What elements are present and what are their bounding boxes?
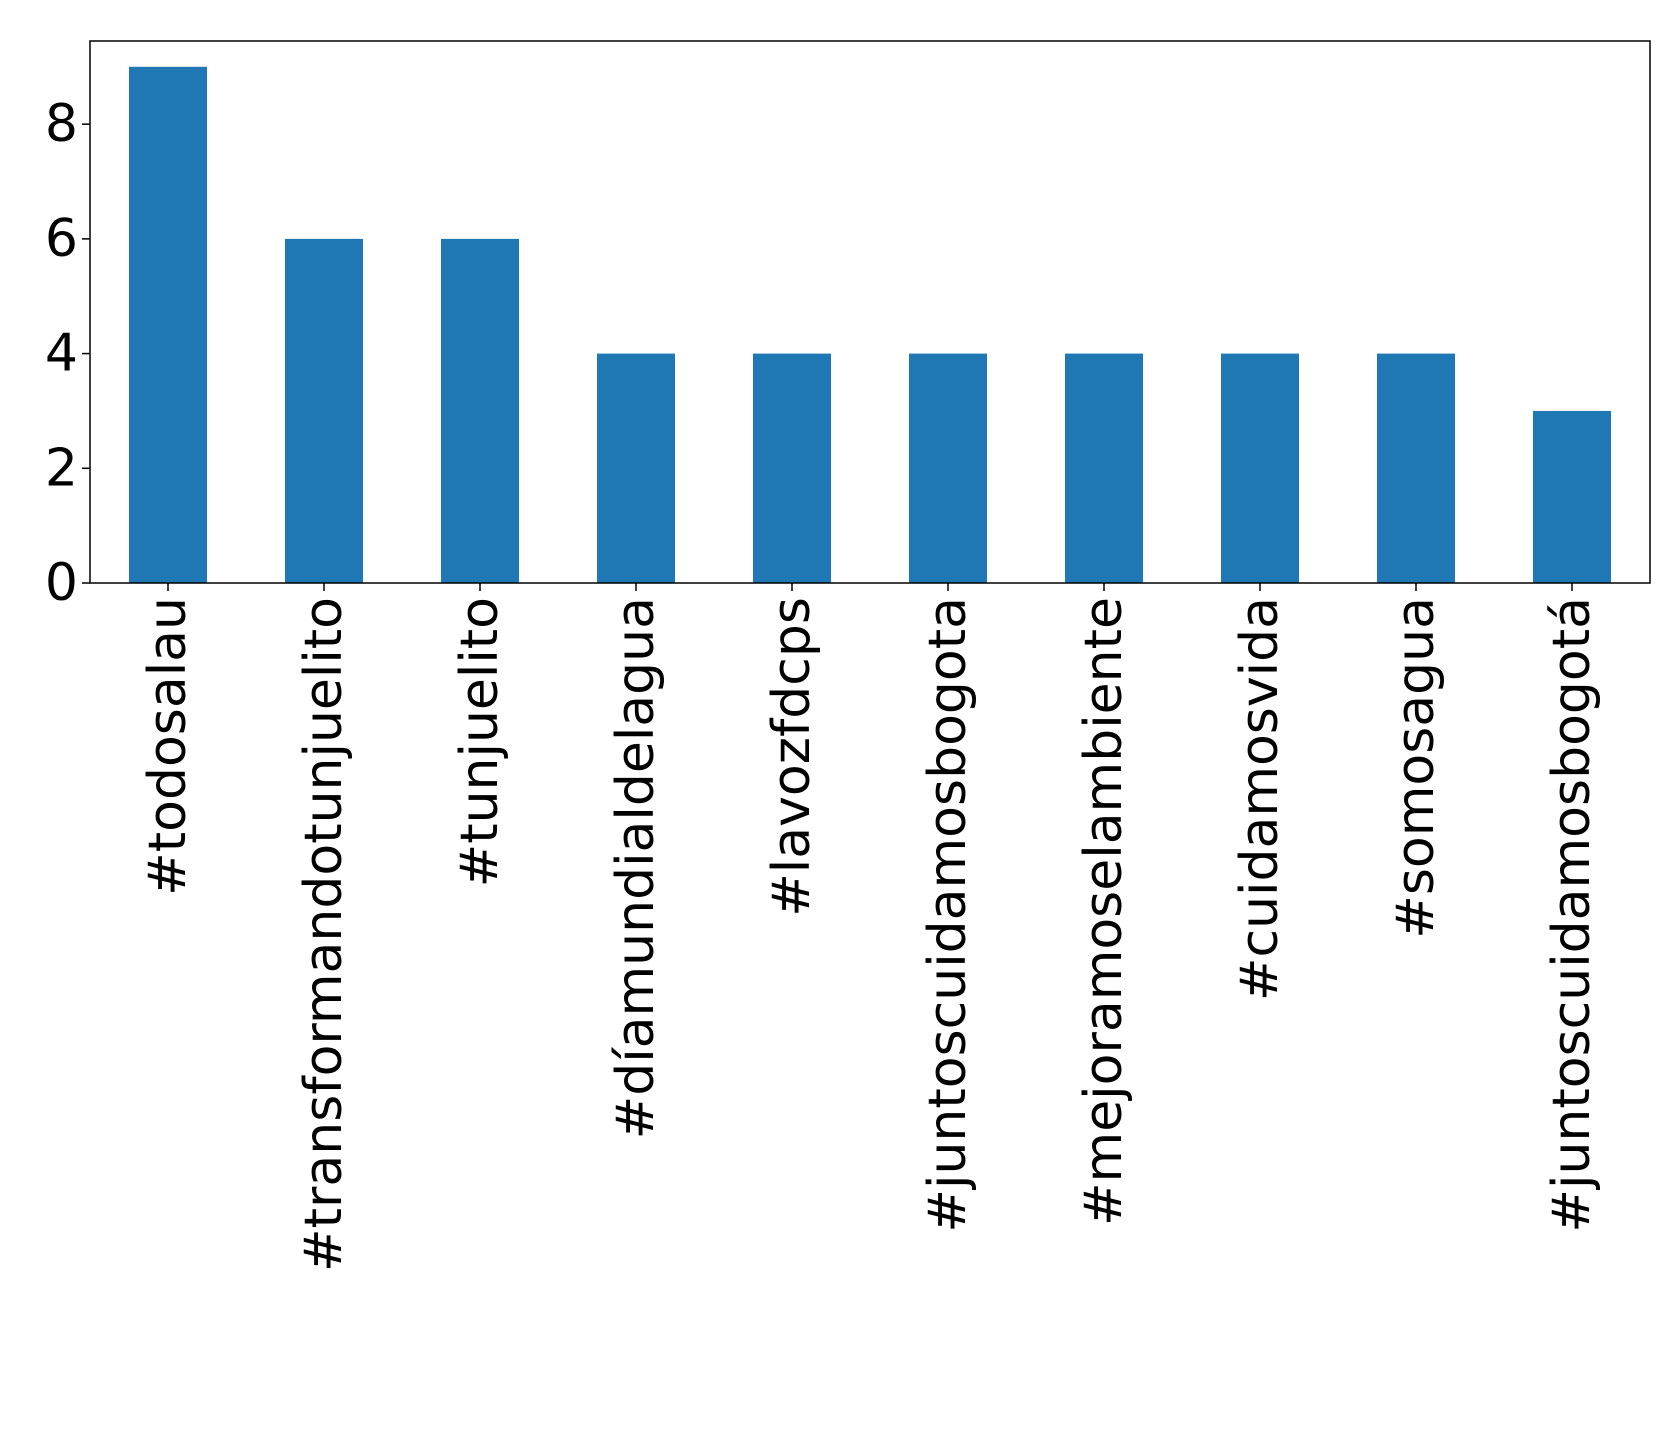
bar-0 (129, 66, 207, 584)
bar-5 (909, 353, 987, 583)
x-tick-label-2: #tunjuelito (450, 597, 510, 887)
x-tick-label-3: #díamundialdelagua (606, 597, 666, 1139)
bar-6 (1065, 353, 1143, 583)
y-tick-label-4: 8 (45, 94, 78, 154)
plot-frame (89, 40, 1651, 584)
y-tick-label-3: 6 (45, 209, 78, 269)
y-tick-label-0: 0 (45, 553, 78, 613)
y-tick-label-1: 2 (45, 438, 78, 498)
bar-4 (753, 353, 831, 583)
y-axis: 0 2 4 6 8 (45, 94, 90, 613)
bar-3 (597, 353, 675, 583)
x-tick-label-0: #todosalau (138, 597, 198, 896)
bar-1 (285, 238, 363, 583)
x-tick-label-9: #juntoscuidamosbogotá (1542, 597, 1602, 1233)
y-tick-label-2: 4 (45, 324, 78, 384)
x-tick-label-5: #juntoscuidamosbogota (918, 597, 978, 1233)
x-tick-label-1: #transformandotunjuelito (294, 597, 354, 1272)
bar-7 (1221, 353, 1299, 583)
x-tick-label-8: #somosagua (1386, 597, 1446, 939)
bar-8 (1377, 353, 1455, 583)
bars-group (129, 66, 1611, 584)
x-axis: #todosalau #transformandotunjuelito #tunju… (138, 583, 1602, 1272)
x-tick-label-6: #mejoramoselambiente (1074, 597, 1134, 1226)
bar-9 (1533, 410, 1611, 583)
bar-2 (441, 238, 519, 583)
x-tick-label-7: #cuidamosvida (1230, 597, 1290, 1001)
x-tick-label-4: #lavozfdcps (762, 597, 822, 917)
